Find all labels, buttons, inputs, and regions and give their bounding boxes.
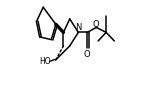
Text: O: O: [93, 20, 99, 29]
Text: O: O: [84, 50, 91, 59]
Text: N: N: [75, 23, 82, 32]
Text: HO: HO: [40, 57, 51, 66]
